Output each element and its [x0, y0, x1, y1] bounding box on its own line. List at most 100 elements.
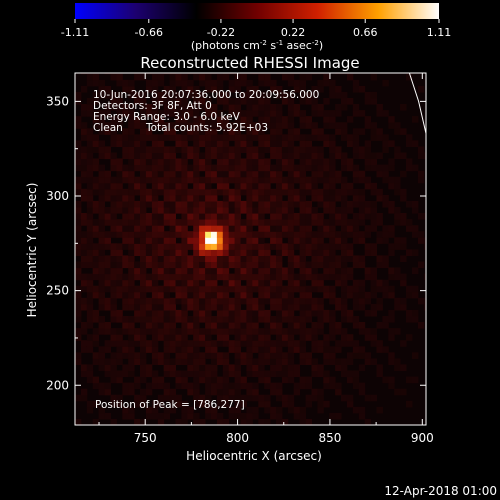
heatmap-pixel	[417, 261, 425, 269]
heatmap-pixel	[287, 340, 295, 347]
heatmap-pixel	[234, 291, 241, 299]
heatmap-pixel	[175, 182, 182, 190]
heatmap-pixel	[205, 279, 212, 287]
heatmap-pixel	[228, 158, 236, 166]
heatmap-pixel	[281, 188, 289, 196]
heatmap-pixel	[75, 243, 82, 250]
heatmap-pixel	[305, 303, 312, 311]
heatmap-pixel	[216, 164, 224, 172]
plot-frame	[74, 72, 427, 426]
heatmap-pixel	[240, 376, 247, 384]
heatmap-pixel	[299, 116, 306, 123]
heatmap-pixel	[205, 231, 212, 238]
heatmap-pixel	[287, 134, 295, 141]
heatmap-pixel	[92, 243, 100, 250]
heatmap-pixel	[216, 291, 224, 299]
heatmap-pixel	[187, 200, 194, 208]
heatmap-pixel	[193, 340, 200, 347]
heatmap-pixel	[240, 382, 247, 390]
heatmap-pixel	[181, 237, 188, 244]
heatmap-pixel	[116, 79, 123, 87]
heatmap-pixel	[110, 273, 117, 281]
heatmap-pixel	[211, 213, 218, 220]
heatmap-pixel	[311, 182, 318, 190]
heatmap-pixel	[181, 98, 188, 105]
heatmap-pixel	[110, 98, 117, 105]
heatmap-pixel	[175, 164, 182, 172]
heatmap-pixel	[122, 364, 129, 371]
heatmap-pixel	[370, 164, 377, 172]
heatmap-pixel	[116, 334, 123, 341]
heatmap-pixel	[169, 364, 176, 371]
heatmap-pixel	[293, 79, 301, 87]
heatmap-pixel	[276, 340, 283, 347]
heatmap-pixel	[187, 261, 194, 269]
heatmap-pixel	[252, 170, 259, 178]
heatmap-pixel	[104, 267, 111, 275]
heatmap-pixel	[110, 231, 117, 238]
heatmap-pixel	[151, 200, 159, 208]
heatmap-pixel	[234, 194, 241, 202]
heatmap-pixel	[175, 207, 182, 214]
heatmap-pixel	[258, 134, 265, 141]
heatmap-pixel	[163, 176, 171, 184]
heatmap-pixel	[193, 291, 200, 299]
heatmap-pixel	[181, 334, 188, 341]
heatmap-pixel	[163, 231, 171, 238]
heatmap-pixel	[293, 213, 301, 220]
heatmap-pixel	[181, 140, 188, 147]
heatmap-pixel	[222, 237, 230, 244]
heatmap-pixel	[216, 340, 224, 347]
heatmap-pixel	[252, 285, 259, 293]
heatmap-pixel	[329, 261, 336, 269]
heatmap-pixel	[98, 322, 105, 329]
heatmap-pixel	[311, 207, 318, 214]
heatmap-pixel	[169, 267, 176, 275]
heatmap-pixel	[323, 358, 330, 365]
heatmap-pixel	[382, 140, 389, 147]
heatmap-pixel	[287, 273, 295, 281]
heatmap-pixel	[287, 255, 295, 262]
heatmap-pixel	[293, 146, 301, 153]
heatmap-pixel	[287, 110, 295, 117]
heatmap-pixel	[358, 231, 366, 238]
heatmap-pixel	[187, 243, 194, 250]
heatmap-pixel	[246, 334, 253, 341]
heatmap-pixel	[246, 158, 253, 166]
heatmap-pixel	[199, 309, 206, 317]
heatmap-pixel	[116, 291, 123, 299]
heatmap-pixel	[382, 285, 389, 293]
heatmap-pixel	[181, 225, 188, 232]
heatmap-pixel	[341, 394, 348, 402]
heatmap-pixel	[193, 376, 200, 384]
heatmap-pixel	[276, 213, 283, 220]
heatmap-pixel	[157, 316, 165, 323]
heatmap-pixel	[181, 279, 188, 287]
heatmap-pixel	[75, 219, 82, 226]
heatmap-pixel	[252, 382, 259, 390]
heatmap-pixel	[140, 358, 147, 365]
heatmap-pixel	[258, 152, 265, 160]
heatmap-pixel	[258, 225, 265, 232]
heatmap-pixel	[116, 182, 123, 190]
heatmap-pixel	[175, 382, 182, 390]
heatmap-pixel	[240, 358, 247, 365]
heatmap-pixel	[228, 176, 236, 184]
heatmap-pixel	[281, 334, 289, 341]
heatmap-pixel	[128, 158, 135, 166]
heatmap-pixel	[169, 188, 176, 196]
heatmap-pixel	[406, 134, 413, 141]
heatmap-pixel	[276, 316, 283, 323]
heatmap-pixel	[246, 73, 253, 75]
heatmap-pixel	[341, 207, 348, 214]
heatmap-pixel	[299, 412, 306, 420]
heatmap-pixel	[281, 291, 289, 299]
heatmap-pixel	[352, 79, 360, 87]
heatmap-pixel	[276, 406, 283, 414]
heatmap-pixel	[323, 164, 330, 172]
heatmap-pixel	[258, 352, 265, 359]
heatmap-pixel	[169, 146, 176, 153]
heatmap-pixel	[110, 213, 117, 220]
heatmap-pixel	[92, 382, 100, 390]
heatmap-pixel	[75, 316, 82, 323]
